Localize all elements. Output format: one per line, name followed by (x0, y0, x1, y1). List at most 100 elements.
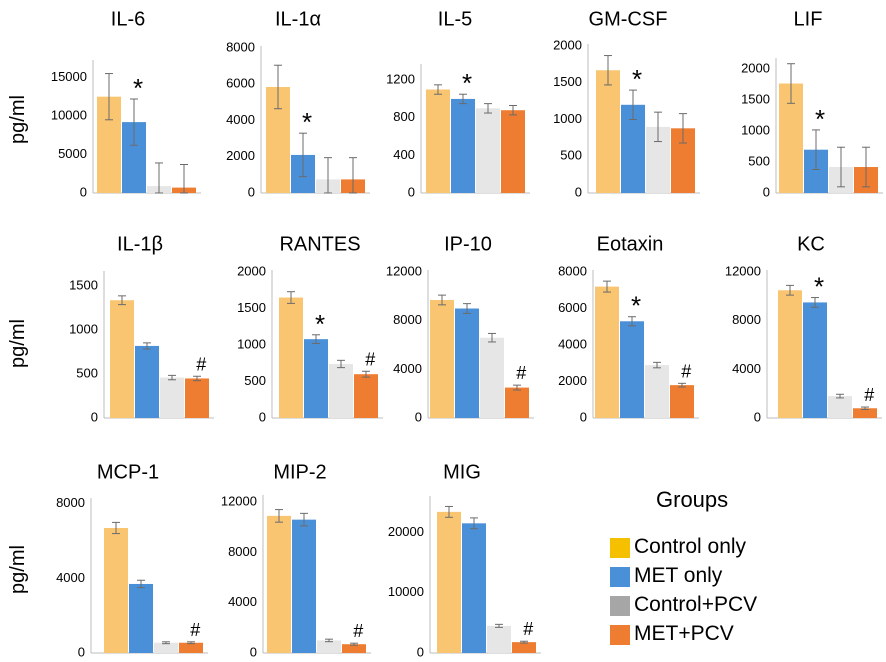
y-tick-label-kc: 0 (754, 409, 761, 424)
y-tick-label-gm-csf: 1500 (553, 74, 582, 89)
y-tick-label-rantes: 0 (259, 409, 266, 424)
bar-gm-csf-1 (596, 70, 620, 193)
legend-swatch-control-only (610, 538, 630, 558)
bar-mig-3 (487, 625, 511, 653)
y-tick-label-kc: 8000 (732, 312, 761, 327)
bar-rantes-2 (304, 339, 328, 418)
significance-marker-ip-10-4: # (516, 363, 527, 383)
bar-rantes-1 (279, 297, 303, 418)
legend-label-control-only: Control only (634, 535, 747, 558)
chart-title-rantes: RANTES (279, 233, 360, 255)
bar-mip-2-2 (292, 519, 316, 653)
y-tick-label-il-5: 800 (393, 109, 415, 124)
y-tick-label-il-5: 0 (408, 184, 415, 199)
bar-eotaxin-3 (645, 365, 669, 418)
significance-marker-gm-csf-2: * (632, 64, 642, 94)
significance-marker-mig-4: # (523, 619, 534, 639)
bar-il-1-2 (135, 345, 159, 418)
y-tick-label-il-1: 6000 (226, 76, 255, 91)
y-tick-label-kc: 4000 (732, 361, 761, 376)
y-tick-label-ip-10: 4000 (393, 361, 422, 376)
significance-marker-lif-2: * (815, 104, 825, 134)
y-tick-label-lif: 500 (748, 154, 770, 169)
y-tick-label-mip-2: 4000 (228, 594, 257, 609)
bar-eotaxin-1 (595, 286, 619, 418)
y-tick-label-mig: 10000 (388, 584, 424, 599)
y-tick-label-rantes: 2000 (237, 263, 266, 278)
y-tick-label-mig: 20000 (388, 524, 424, 539)
chart-title-il-5: IL-5 (438, 8, 472, 30)
y-tick-label-il-1: 0 (91, 409, 98, 424)
bar-ip-10-1 (430, 299, 454, 418)
chart-title-il-1: IL-1β (117, 233, 163, 255)
bar-eotaxin-2 (620, 321, 644, 418)
bar-ip-10-2 (455, 308, 479, 418)
y-tick-label-mig: 0 (417, 644, 424, 659)
y-tick-label-ip-10: 12000 (386, 263, 422, 278)
bar-mcp-1-2 (129, 583, 153, 653)
y-tick-label-ip-10: 8000 (393, 312, 422, 327)
bar-ip-10-3 (480, 337, 504, 418)
bar-ip-10-4 (505, 387, 529, 418)
y-axis-label-row-1: pg/ml (6, 95, 29, 144)
chart-title-gm-csf: GM-CSF (589, 8, 668, 30)
bar-kc-1 (778, 290, 802, 418)
y-tick-label-il-1: 4000 (226, 112, 255, 127)
bar-mip-2-1 (267, 515, 291, 653)
bar-il-1-1 (110, 300, 134, 418)
bar-kc-2 (803, 302, 827, 418)
bar-il-5-1 (426, 89, 450, 193)
significance-marker-il-1-2: * (302, 107, 312, 137)
y-tick-label-il-6: 5000 (58, 146, 87, 161)
y-axis-label-row-3: pg/ml (6, 545, 29, 594)
bar-mig-4 (512, 642, 536, 653)
y-tick-label-mcp-1: 0 (78, 644, 85, 659)
bar-il-5-2 (451, 98, 475, 193)
y-tick-label-il-6: 15000 (51, 69, 87, 84)
y-tick-label-il-6: 0 (80, 184, 87, 199)
legend-title: Groups (656, 487, 729, 512)
significance-marker-il-5-2: * (462, 68, 472, 98)
legend-swatch-met-pcv (610, 625, 630, 645)
y-tick-label-lif: 1000 (741, 123, 770, 138)
significance-marker-kc-4: # (864, 385, 875, 405)
y-tick-label-il-1: 0 (248, 184, 255, 199)
bar-il-5-4 (501, 110, 525, 193)
bar-il-1-4 (185, 378, 209, 418)
y-tick-label-mip-2: 12000 (221, 493, 257, 508)
bar-mcp-1-1 (104, 527, 128, 653)
chart-title-kc: KC (797, 233, 825, 255)
y-tick-label-mcp-1: 8000 (56, 495, 85, 510)
bar-mcp-1-3 (154, 642, 178, 653)
bar-rantes-4 (354, 374, 378, 418)
bar-mig-2 (462, 523, 486, 653)
legend-label-control-pcv: Control+PCV (634, 593, 758, 616)
y-tick-label-kc: 12000 (725, 263, 761, 278)
legend-swatch-met-only (610, 567, 630, 587)
chart-title-mip-2: MIP-2 (273, 461, 326, 483)
significance-marker-mip-2-4: # (353, 621, 364, 641)
legend-swatch-control-pcv (610, 596, 630, 616)
bar-il-5-3 (476, 108, 500, 193)
bar-mip-2-4 (342, 644, 366, 653)
y-tick-label-il-6: 10000 (51, 107, 87, 122)
significance-marker-eotaxin-4: # (681, 361, 692, 381)
chart-title-il-1: IL-1α (275, 8, 321, 30)
y-tick-label-eotaxin: 6000 (558, 300, 587, 315)
legend-label-met-only: MET only (634, 564, 723, 587)
y-tick-label-ip-10: 0 (415, 409, 422, 424)
chart-title-eotaxin: Eotaxin (597, 233, 664, 255)
y-tick-label-mip-2: 8000 (228, 544, 257, 559)
y-tick-label-eotaxin: 0 (580, 409, 587, 424)
y-tick-label-gm-csf: 0 (575, 184, 582, 199)
significance-marker-rantes-2: * (315, 309, 325, 339)
significance-marker-rantes-4: # (365, 349, 376, 369)
y-tick-label-mcp-1: 4000 (56, 570, 85, 585)
y-tick-label-rantes: 1000 (237, 336, 266, 351)
chart-title-mcp-1: MCP-1 (97, 461, 159, 483)
bar-eotaxin-4 (670, 385, 694, 418)
chart-title-lif: LIF (794, 8, 823, 30)
bar-il-1-3 (160, 377, 184, 418)
y-tick-label-gm-csf: 500 (560, 148, 582, 163)
